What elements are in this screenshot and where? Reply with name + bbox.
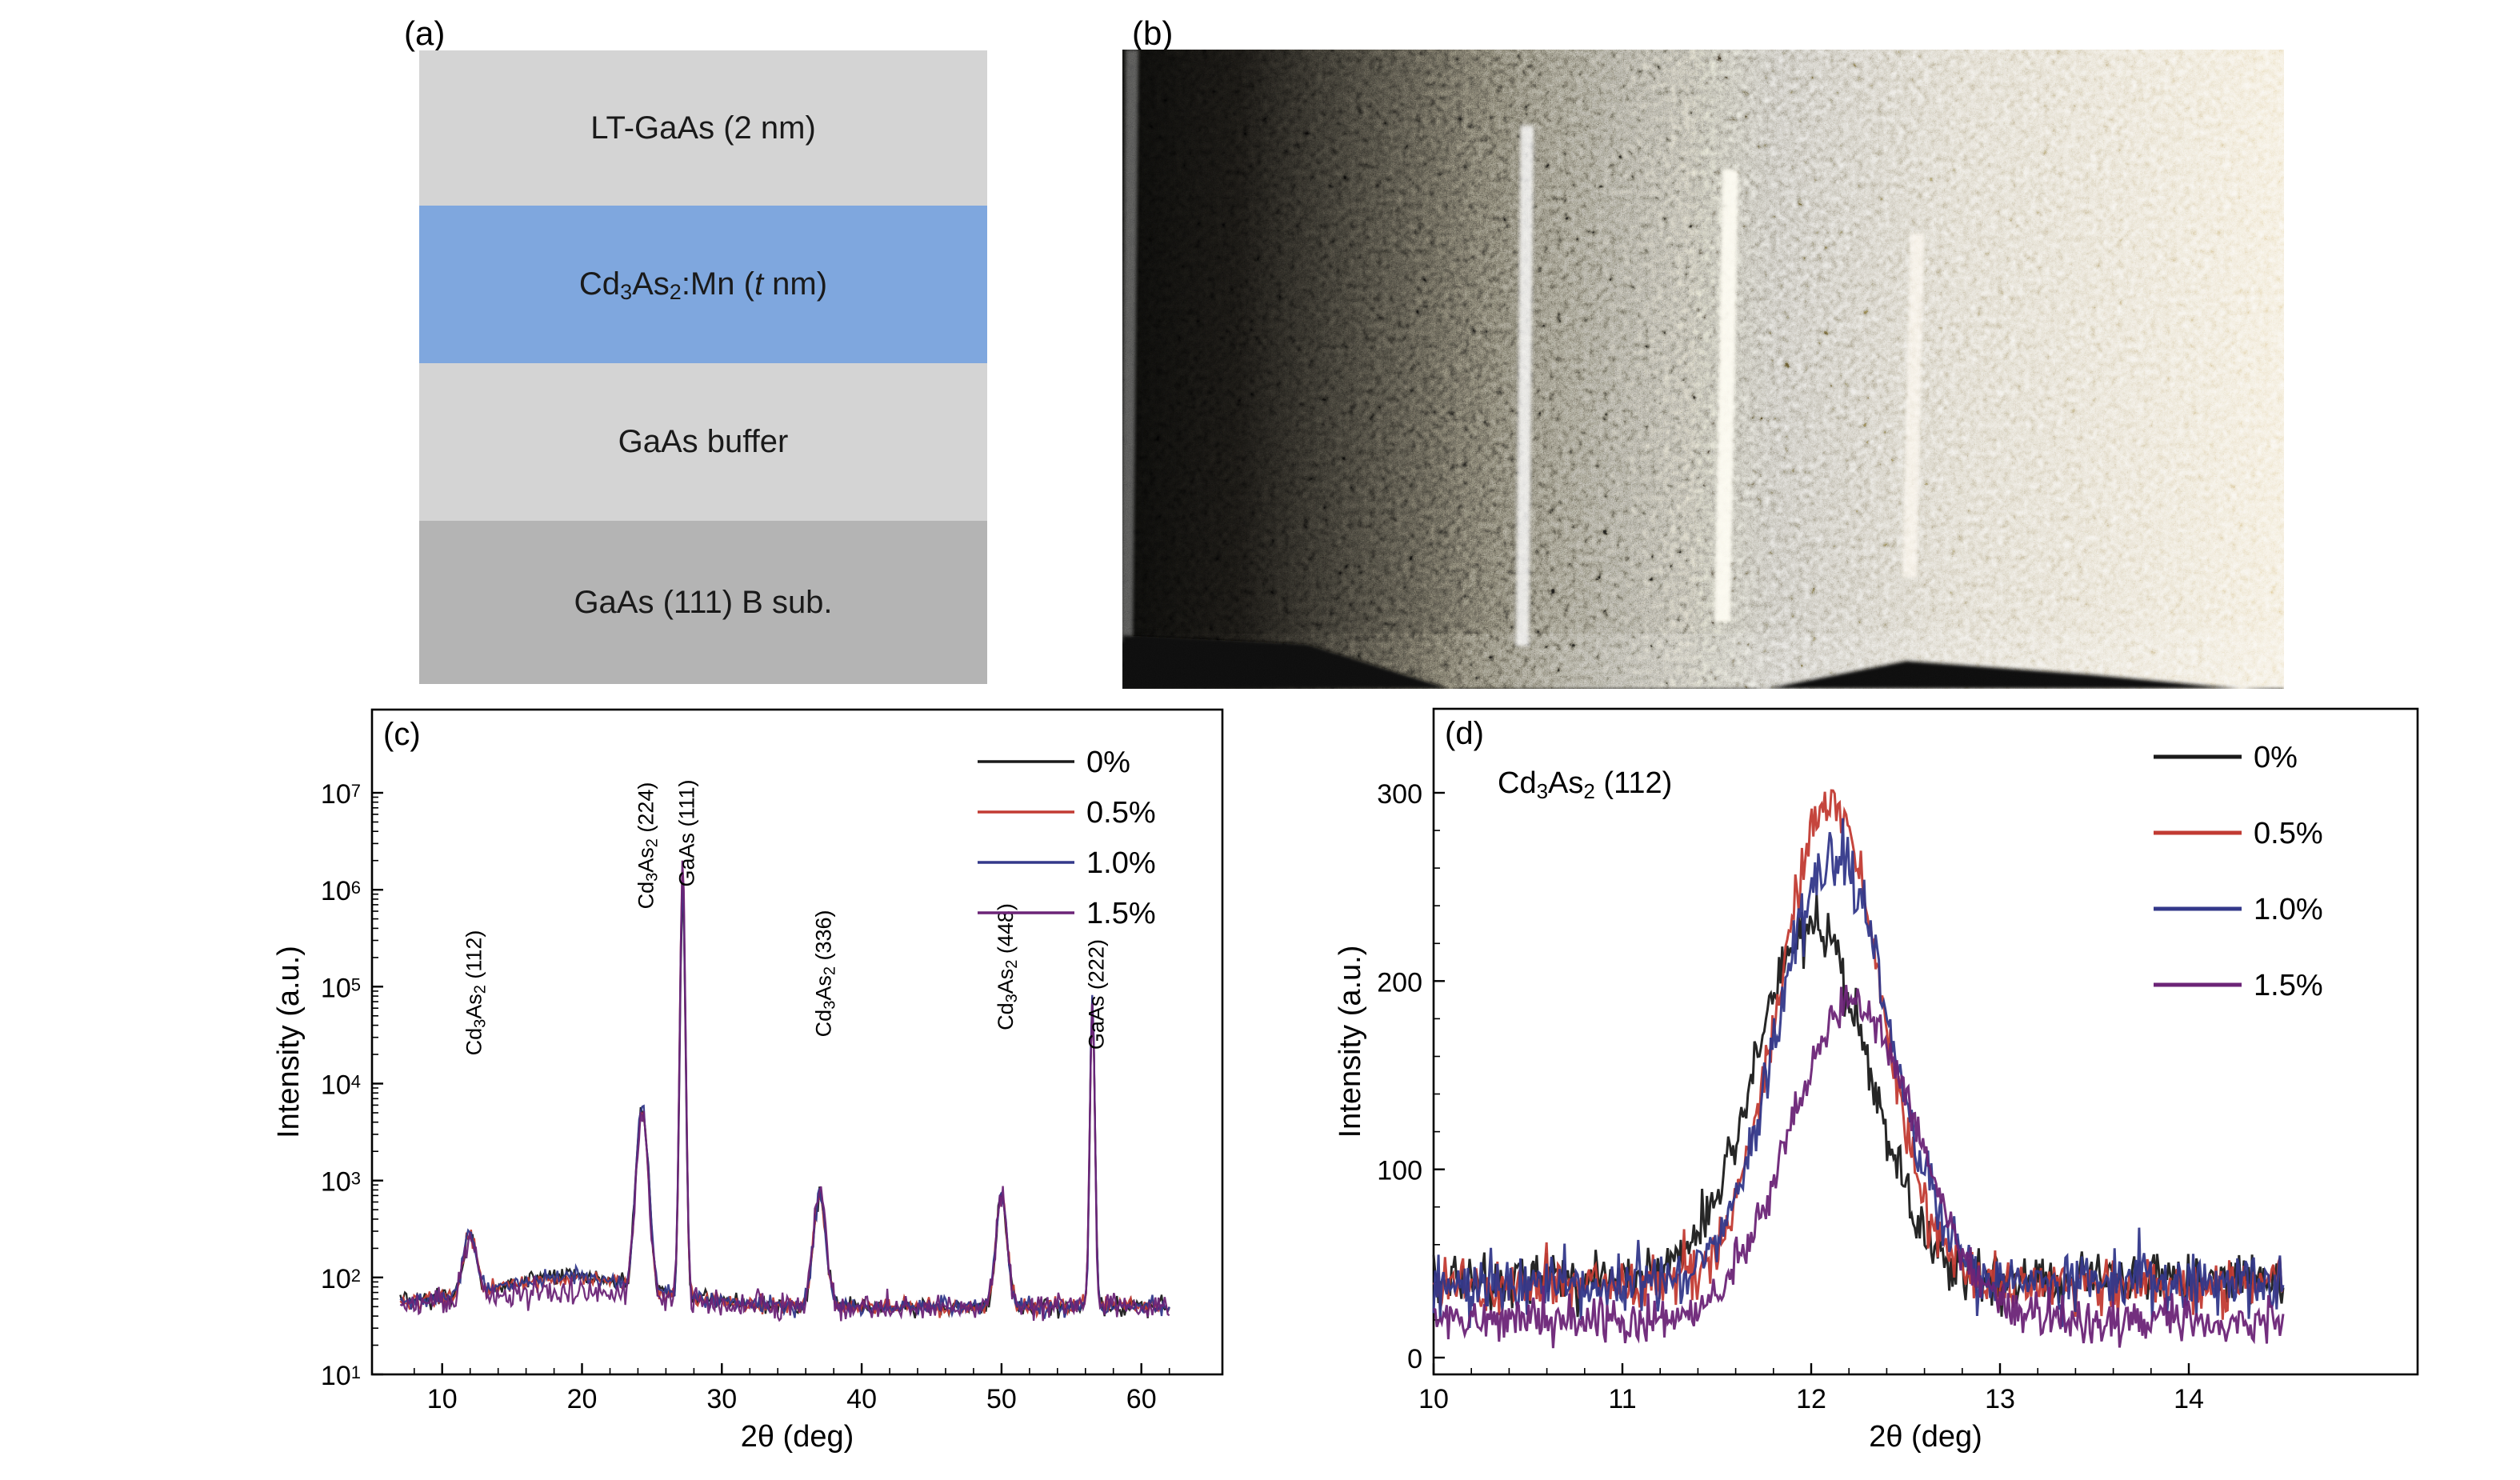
- svg-text:Cd3As2 (112): Cd3As2 (112): [1498, 766, 1672, 803]
- svg-text:1.0%: 1.0%: [2254, 893, 2323, 926]
- svg-text:103: 103: [321, 1167, 361, 1198]
- svg-text:101: 101: [321, 1361, 361, 1391]
- svg-text:107: 107: [321, 779, 361, 810]
- svg-text:(d): (d): [1445, 716, 1484, 751]
- svg-text:105: 105: [321, 973, 361, 1003]
- svg-text:10: 10: [1418, 1384, 1449, 1414]
- svg-text:200: 200: [1377, 967, 1422, 998]
- svg-text:50: 50: [986, 1384, 1017, 1414]
- svg-text:GaAs (111): GaAs (111): [674, 779, 698, 886]
- svg-text:Intensity (a.u.): Intensity (a.u.): [1334, 946, 1367, 1138]
- svg-text:104: 104: [321, 1070, 361, 1101]
- svg-text:300: 300: [1377, 779, 1422, 810]
- svg-text:0: 0: [1407, 1344, 1422, 1374]
- svg-text:30: 30: [706, 1384, 737, 1414]
- svg-text:106: 106: [321, 876, 361, 906]
- svg-text:0.5%: 0.5%: [1086, 796, 1156, 830]
- svg-text:0%: 0%: [1086, 746, 1130, 779]
- svg-text:13: 13: [1985, 1384, 2015, 1414]
- svg-text:40: 40: [846, 1384, 877, 1414]
- svg-text:1.5%: 1.5%: [2254, 969, 2323, 1002]
- svg-text:(c): (c): [383, 717, 421, 752]
- svg-text:100: 100: [1377, 1156, 1422, 1186]
- svg-text:Cd3As2 (224): Cd3As2 (224): [634, 782, 662, 910]
- svg-text:0%: 0%: [2254, 741, 2298, 774]
- svg-text:20: 20: [567, 1384, 598, 1414]
- svg-text:102: 102: [321, 1264, 361, 1294]
- svg-text:11: 11: [1608, 1384, 1636, 1414]
- svg-text:GaAs (222): GaAs (222): [1085, 939, 1109, 1050]
- svg-text:60: 60: [1126, 1384, 1157, 1414]
- svg-text:10: 10: [427, 1384, 458, 1414]
- svg-text:0.5%: 0.5%: [2254, 817, 2323, 850]
- svg-text:2θ (deg): 2θ (deg): [1869, 1420, 1982, 1454]
- svg-text:Cd3As2 (112): Cd3As2 (112): [462, 930, 490, 1056]
- svg-text:12: 12: [1796, 1384, 1826, 1414]
- svg-text:1.5%: 1.5%: [1086, 897, 1156, 930]
- svg-text:14: 14: [2174, 1384, 2204, 1414]
- svg-text:2θ (deg): 2θ (deg): [741, 1420, 854, 1454]
- svg-text:Cd3As2 (448): Cd3As2 (448): [994, 903, 1021, 1030]
- svg-text:1.0%: 1.0%: [1086, 846, 1156, 880]
- svg-text:Cd3As2 (336): Cd3As2 (336): [812, 910, 839, 1037]
- svg-text:Intensity (a.u.): Intensity (a.u.): [272, 946, 306, 1138]
